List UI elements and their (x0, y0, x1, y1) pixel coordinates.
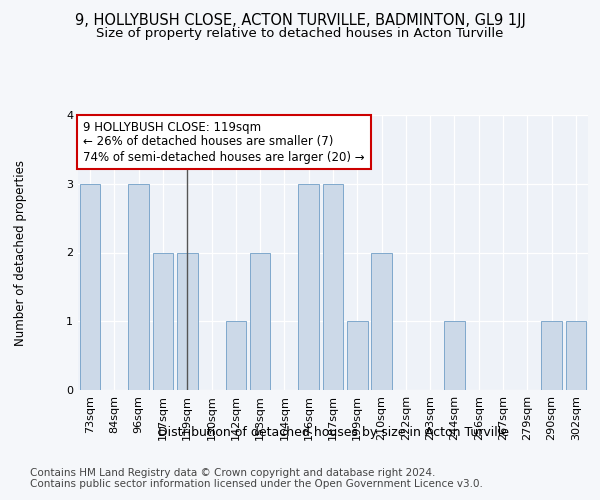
Text: 9 HOLLYBUSH CLOSE: 119sqm
← 26% of detached houses are smaller (7)
74% of semi-d: 9 HOLLYBUSH CLOSE: 119sqm ← 26% of detac… (83, 120, 365, 164)
Bar (177, 252, 197, 390)
Bar (250, 252, 271, 390)
Bar (541, 322, 562, 390)
Bar (80, 184, 100, 390)
Bar (347, 322, 368, 390)
Bar (128, 184, 149, 390)
Text: Distribution of detached houses by size in Acton Turville: Distribution of detached houses by size … (158, 426, 509, 439)
Bar (371, 252, 392, 390)
Text: Contains HM Land Registry data © Crown copyright and database right 2024.: Contains HM Land Registry data © Crown c… (30, 468, 436, 477)
Bar (323, 184, 343, 390)
Bar (152, 252, 173, 390)
Bar (298, 184, 319, 390)
Text: Contains public sector information licensed under the Open Government Licence v3: Contains public sector information licen… (30, 479, 483, 489)
Text: Size of property relative to detached houses in Acton Turville: Size of property relative to detached ho… (97, 28, 503, 40)
Y-axis label: Number of detached properties: Number of detached properties (14, 160, 27, 346)
Text: 9, HOLLYBUSH CLOSE, ACTON TURVILLE, BADMINTON, GL9 1JJ: 9, HOLLYBUSH CLOSE, ACTON TURVILLE, BADM… (74, 12, 526, 28)
Bar (226, 322, 246, 390)
Bar (444, 322, 465, 390)
Bar (566, 322, 586, 390)
